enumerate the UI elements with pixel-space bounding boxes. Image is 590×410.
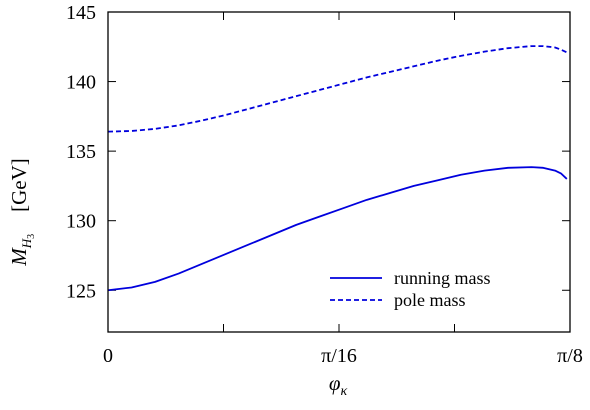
y-axis-label-subsub: 3 [26,234,37,239]
tick-marks [107,11,571,332]
plot-frame [107,11,571,333]
x-axis-label-main: φ [329,371,341,395]
y-axis-label-main: M [7,247,31,267]
tick-labels: 125 130 135 140 145 0 π/16 π/8 [66,2,583,367]
x-axis-label: φκ [329,371,348,399]
y-axis-label: MH3 [GeV] [7,158,37,267]
x-tick-label: π/16 [321,345,357,367]
legend-label: pole mass [394,290,466,310]
svg-text:φκ: φκ [329,371,348,399]
svg-text:MH3[GeV]: MH3 [GeV] [7,158,37,267]
y-axis-label-unit: [GeV] [7,158,31,212]
y-tick-label: 140 [66,72,96,94]
legend-label: running mass [394,268,491,288]
x-axis-label-sub: κ [340,384,347,399]
y-tick-label: 135 [66,141,96,163]
x-tick-label: 0 [103,345,113,367]
y-tick-label: 130 [66,211,96,233]
y-tick-label: 125 [66,280,96,302]
x-tick-label: π/8 [557,345,583,367]
y-axis-label-sub: H [19,238,34,249]
series-line-pole-mass [107,45,568,133]
series-layer [107,45,568,292]
y-tick-label: 145 [66,2,96,24]
series-line-running-mass [107,166,568,292]
